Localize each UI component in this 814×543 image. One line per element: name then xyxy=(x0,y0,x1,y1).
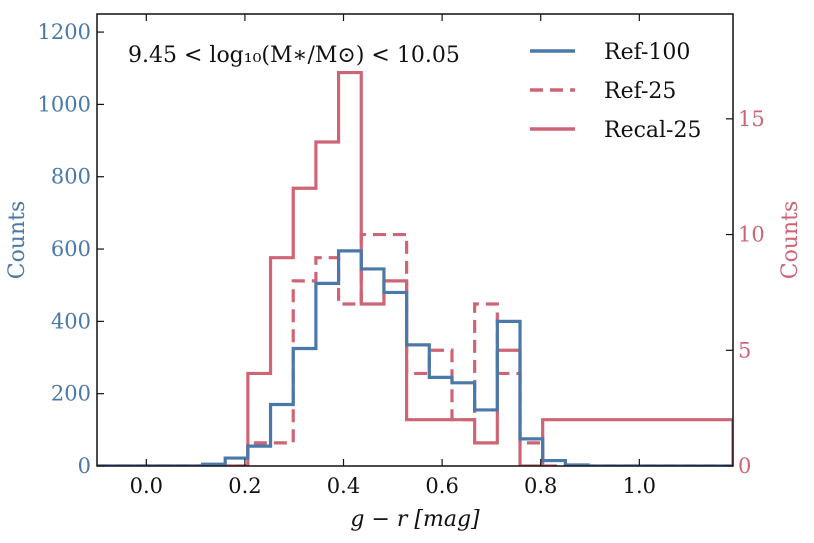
legend-label: Recal-25 xyxy=(604,118,702,143)
x-axis-label: g − r [mag] xyxy=(350,507,480,532)
y-left-tick-label: 600 xyxy=(51,237,91,261)
x-tick-label: 1.0 xyxy=(623,474,656,498)
legend-label: Ref-25 xyxy=(604,79,676,104)
x-tick-label: 0.2 xyxy=(228,474,261,498)
y-right-tick-label: 10 xyxy=(738,223,765,247)
y-axis-label-right: Counts xyxy=(778,201,803,280)
series-layer xyxy=(97,70,733,466)
y-left-tick-label: 1000 xyxy=(38,92,91,116)
y-left-tick-label: 1200 xyxy=(38,20,91,44)
y-left-tick-label: 400 xyxy=(51,309,91,333)
series-ref-100 xyxy=(97,249,733,466)
y-right-tick-label: 15 xyxy=(738,107,765,131)
y-right-tick-label: 0 xyxy=(738,454,751,478)
plot-frame xyxy=(96,13,734,467)
y-left-tick-label: 800 xyxy=(51,165,91,189)
y-left-tick-label: 200 xyxy=(51,382,91,406)
mass-range-annotation: 9.45 < log₁₀(M∗/M⊙) < 10.05 xyxy=(128,43,460,68)
legend: Ref-100 Ref-25 Recal-25 xyxy=(530,40,702,143)
series-ref-25 xyxy=(97,232,733,466)
y-left-tick-label: 0 xyxy=(78,454,91,478)
y-right-tick-label: 5 xyxy=(738,338,751,362)
ticks-layer: 0.0 0.2 0.4 0.6 0.8 1.0 0 200 400 600 800 1000 1200 0… xyxy=(38,14,765,498)
x-tick-label: 0.0 xyxy=(130,474,163,498)
y-axis-label-left: Counts xyxy=(5,201,30,280)
x-tick-label: 0.6 xyxy=(425,474,458,498)
x-tick-label: 0.8 xyxy=(524,474,557,498)
x-tick-label: 0.4 xyxy=(327,474,360,498)
legend-label: Ref-100 xyxy=(604,40,690,65)
